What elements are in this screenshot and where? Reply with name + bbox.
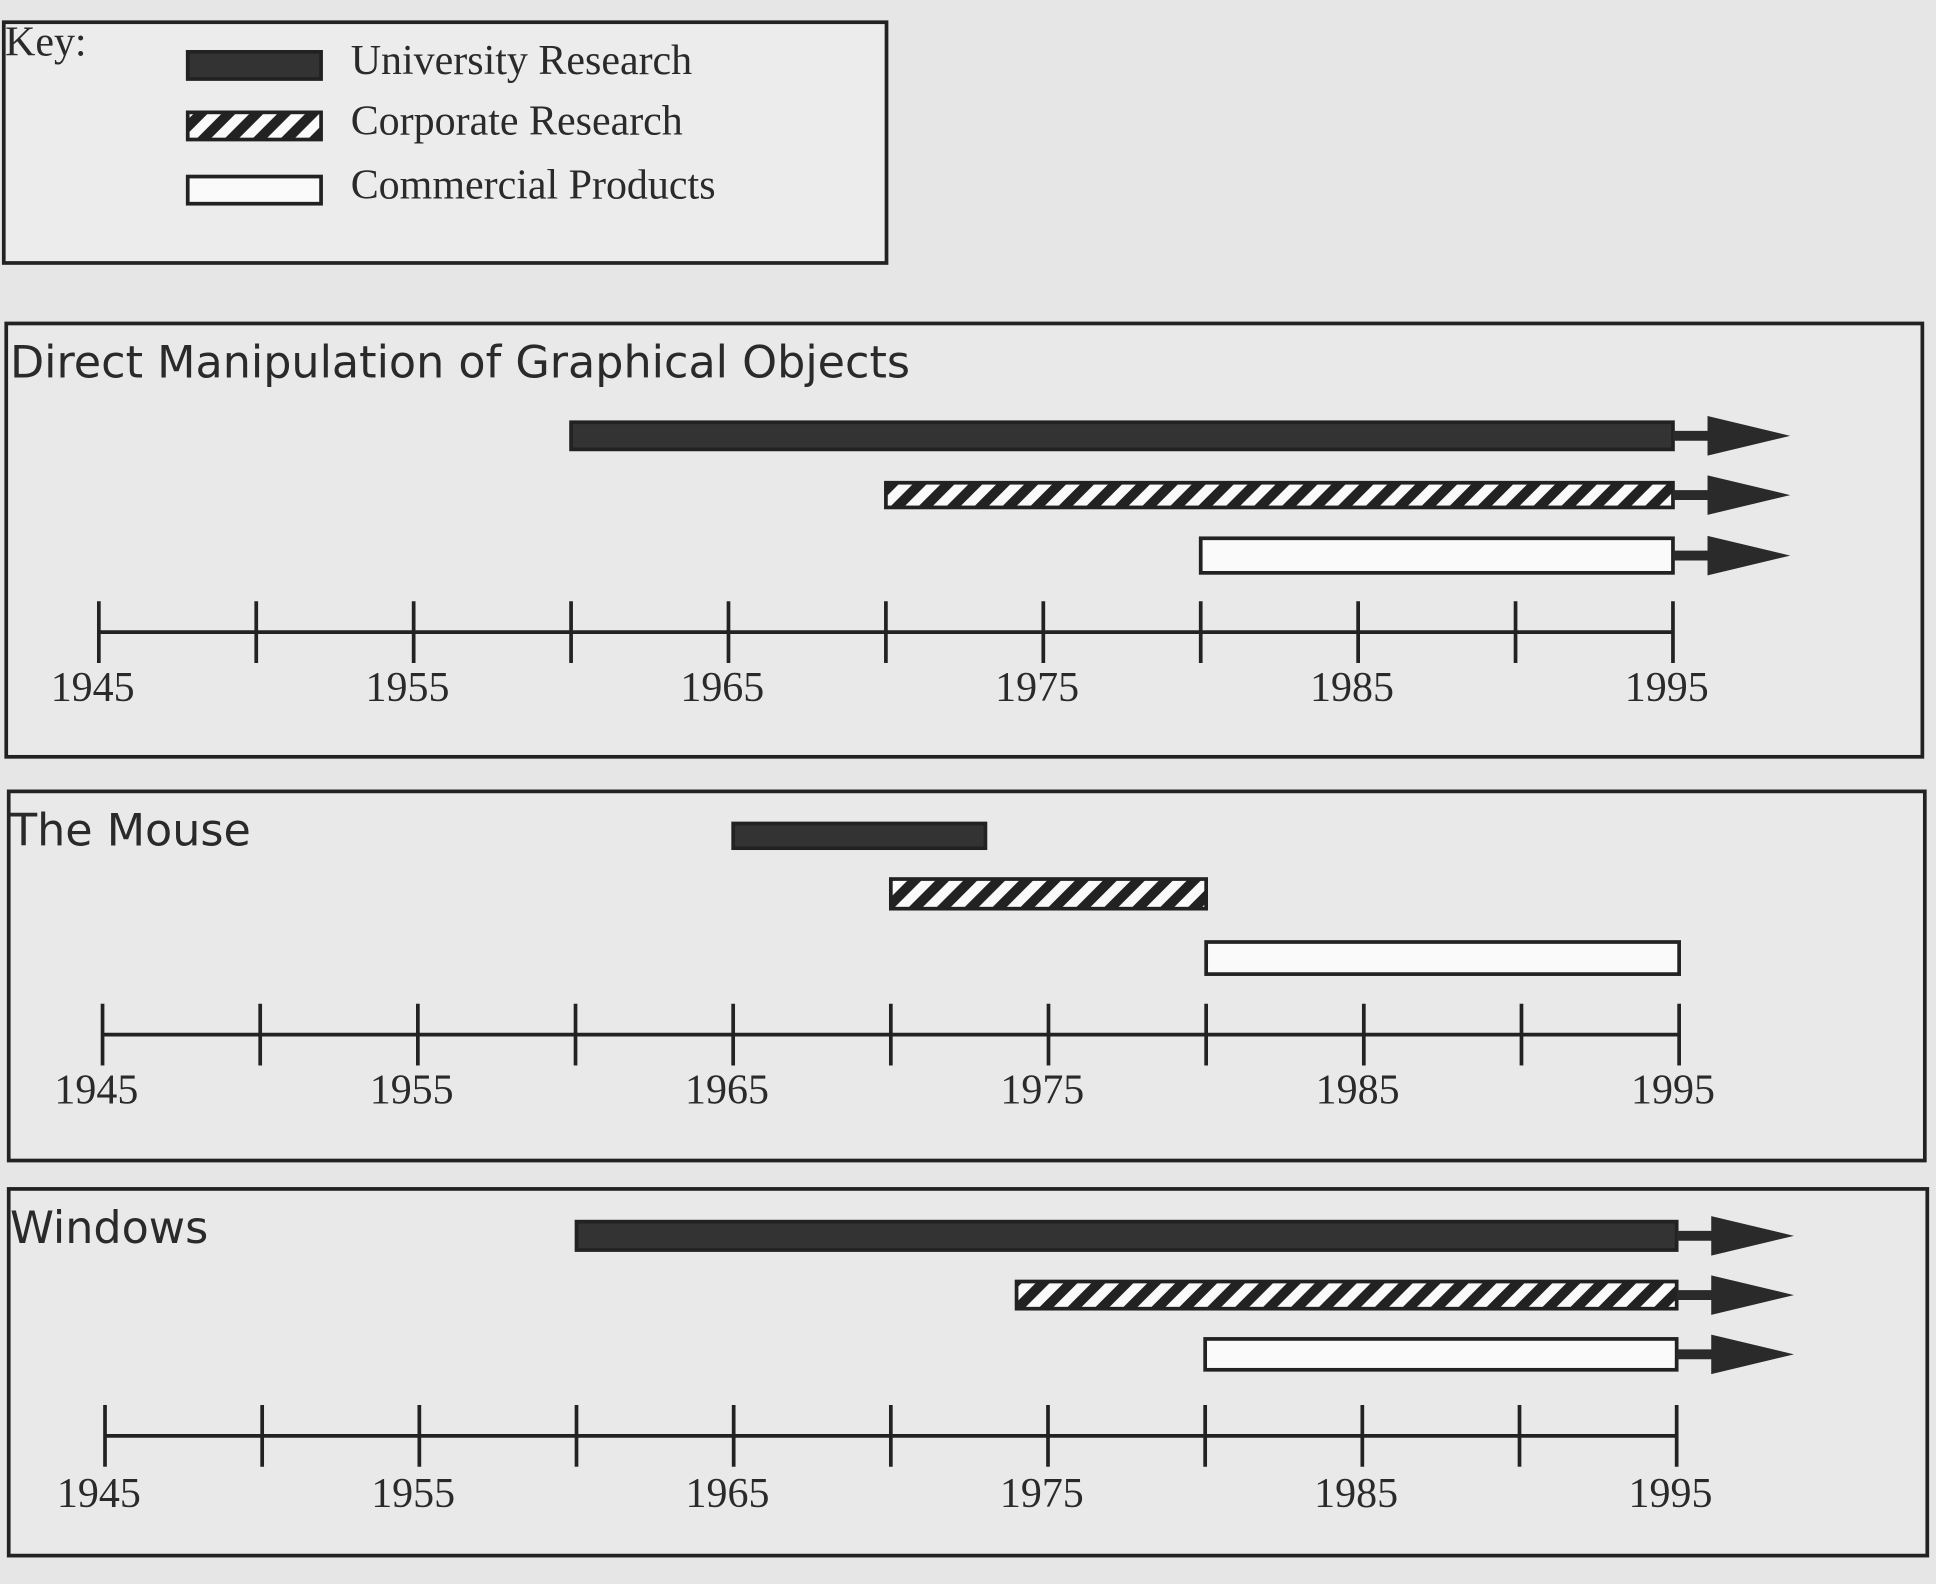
- x-tick-label: 1945: [54, 1067, 138, 1113]
- x-tick-label: 1975: [1000, 1067, 1084, 1113]
- legend-box: [1, 20, 889, 265]
- x-tick-label: 1985: [1314, 1471, 1398, 1517]
- panel-title: Windows: [10, 1203, 208, 1254]
- x-tick-label: 1985: [1316, 1067, 1400, 1113]
- ongoing-arrow: [1672, 416, 1791, 456]
- legend-swatch: [185, 50, 323, 81]
- x-tick-label: 1995: [1631, 1067, 1715, 1113]
- ongoing-arrow: [1672, 535, 1791, 576]
- x-tick-label: 1955: [366, 665, 450, 711]
- x-tick-label: 1975: [995, 665, 1079, 711]
- x-tick-label: 1945: [57, 1471, 141, 1517]
- timeline-panel: Direct Manipulation of Graphical Objects…: [4, 321, 1925, 759]
- timeline-panel: Windows 1945 1955 1965 1975 1985 1995: [6, 1187, 1930, 1558]
- x-tick-label: 1995: [1625, 665, 1709, 711]
- timeline-bar: [569, 420, 1675, 452]
- x-tick-label: 1995: [1629, 1471, 1713, 1517]
- x-tick-label: 1965: [686, 1471, 770, 1517]
- x-tick-label: 1985: [1310, 665, 1394, 711]
- ongoing-arrow: [1672, 475, 1791, 515]
- legend-swatch: [185, 110, 323, 142]
- timeline-bar: [574, 1219, 1679, 1252]
- timeline-bar: [1203, 1337, 1679, 1372]
- timeline-bar: [1204, 940, 1681, 976]
- ongoing-arrow: [1676, 1275, 1794, 1315]
- panel-title: The Mouse: [9, 805, 251, 856]
- x-tick-label: 1975: [1000, 1471, 1084, 1517]
- timeline-bar: [1198, 536, 1675, 575]
- x-tick-label: 1965: [680, 665, 764, 711]
- ongoing-arrow: [1676, 1334, 1794, 1375]
- timeline-panel: The Mouse 1945 1955 1965 1975 1985 1995: [6, 789, 1927, 1163]
- ongoing-arrow: [1676, 1216, 1794, 1256]
- legend-label: Commercial Products: [351, 163, 716, 209]
- timeline-bar: [731, 821, 988, 851]
- x-tick-label: 1965: [685, 1067, 769, 1113]
- timeline-bar: [1014, 1279, 1679, 1311]
- x-tick-label: 1955: [371, 1471, 455, 1517]
- legend-title: Key:: [5, 19, 87, 65]
- panel-title: Direct Manipulation of Graphical Objects: [10, 337, 910, 388]
- x-tick-label: 1955: [370, 1067, 454, 1113]
- timeline-bar: [888, 877, 1209, 911]
- legend-swatch: [185, 174, 323, 206]
- legend-label: Corporate Research: [351, 98, 683, 144]
- legend-label: University Research: [351, 38, 692, 84]
- timeline-bar: [884, 480, 1675, 510]
- legend: Key: University Research Corporate Resear…: [1, 19, 889, 265]
- x-tick-label: 1945: [51, 665, 135, 711]
